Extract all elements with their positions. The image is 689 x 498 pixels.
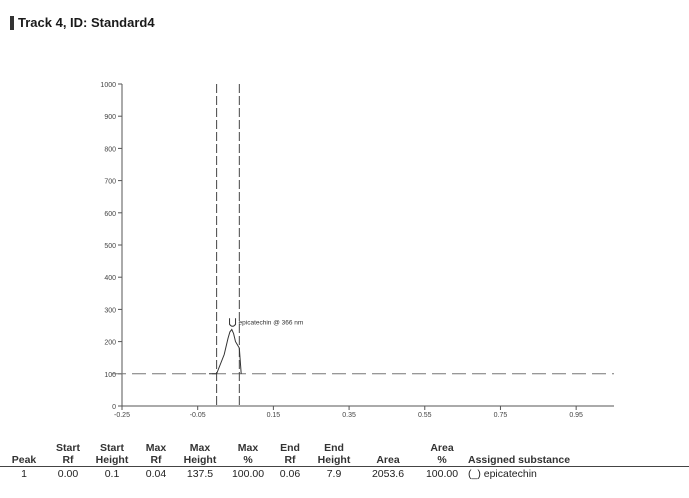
y-tick-label: 100 — [104, 372, 116, 379]
y-tick-label: 0 — [112, 404, 116, 411]
column-header-line: Rf — [284, 454, 296, 466]
peak-marker-icon — [229, 318, 237, 327]
x-tick-label: 0.75 — [494, 412, 508, 419]
table-cell: 0.00 — [57, 468, 79, 480]
peak-annotation-label: epicatechin @ 366 nm — [239, 319, 304, 326]
column-header-line: Area — [430, 442, 454, 454]
column-header-line: Height — [183, 454, 217, 466]
y-tick-label: 1000 — [100, 82, 116, 89]
column-header: Area% — [416, 442, 468, 467]
y-tick-label: 800 — [104, 146, 116, 153]
column-header-line: End — [280, 442, 300, 454]
y-tick-label: 900 — [104, 114, 116, 121]
column-header: Max Rf — [136, 442, 176, 467]
table-cell: 0.06 — [279, 468, 301, 480]
y-tick-label: 200 — [104, 340, 116, 347]
column-header: Max Height — [176, 442, 224, 467]
column-header-line: Start — [100, 442, 124, 454]
table-cell: 0.1 — [104, 468, 120, 480]
column-header: Max% — [224, 442, 272, 467]
table-cell: (_) epicatechin — [468, 468, 537, 480]
y-tick-label: 400 — [104, 275, 116, 282]
y-tick-label: 600 — [104, 211, 116, 218]
column-header: Assigned substance — [468, 442, 689, 467]
page-title: Track 4, ID: Standard4 — [10, 15, 155, 30]
column-header-line: Rf — [62, 454, 74, 466]
densitogram-chart: 0 100 200 300 400 500 600 700 800 900 1000 -0.25 -0.… — [100, 82, 614, 419]
table-cell: 100.00 — [425, 468, 459, 480]
column-header: End Rf — [272, 442, 308, 467]
x-tick-label: -0.05 — [190, 412, 206, 419]
column-header-line: Rf — [150, 454, 162, 466]
column-header: Peak — [0, 442, 48, 467]
column-header-line: Assigned substance — [468, 454, 571, 466]
column-header-line: Height — [95, 454, 129, 466]
x-tick-label: -0.25 — [114, 412, 130, 419]
column-header-line: Start — [56, 442, 80, 454]
title-marker — [10, 15, 14, 30]
x-tick-label: 0.15 — [267, 412, 281, 419]
table-row: 1 0.00 0.1 0.04 137.5 100.00 0.06 7.9 2053.6 100.… — [0, 467, 689, 482]
x-tick-label: 0.35 — [342, 412, 356, 419]
x-tick-label: 0.95 — [569, 412, 583, 419]
y-tick-label: 300 — [104, 307, 116, 314]
column-header: Start Height — [88, 442, 136, 467]
column-header-line: Peak — [11, 454, 37, 466]
column-header-line — [0, 442, 48, 454]
column-header-line: Height — [317, 454, 351, 466]
y-tick-label: 700 — [104, 179, 116, 186]
column-header-line: % — [437, 454, 447, 466]
column-header-line — [468, 442, 689, 454]
column-header: End Height — [308, 442, 360, 467]
column-header-line: Max — [189, 442, 211, 454]
track-title: Track 4, ID: Standard4 — [18, 15, 155, 30]
table-cell: 1 — [21, 468, 27, 480]
y-tick-label: 500 — [104, 243, 116, 250]
peak-table: Peak Start Rf Start Height Max Rf Max Height Max%… — [0, 442, 689, 481]
column-header-line: Area — [376, 454, 400, 466]
table-cell: 7.9 — [326, 468, 342, 480]
table-cell: 100.00 — [231, 468, 265, 480]
column-header-line: % — [243, 454, 253, 466]
x-tick-label: 0.55 — [418, 412, 432, 419]
table-cell: 2053.6 — [371, 468, 405, 480]
table-cell: 137.5 — [186, 468, 214, 480]
column-header: Start Rf — [48, 442, 88, 467]
column-header-line: Max — [237, 442, 259, 454]
column-header-line — [360, 442, 416, 454]
column-header-line: End — [324, 442, 344, 454]
peak-curve — [209, 328, 242, 375]
column-header-line: Max — [145, 442, 167, 454]
column-header: Area — [360, 442, 416, 467]
table-header-row: Peak Start Rf Start Height Max Rf Max Height Max%… — [0, 442, 689, 467]
table-cell: 0.04 — [145, 468, 167, 480]
